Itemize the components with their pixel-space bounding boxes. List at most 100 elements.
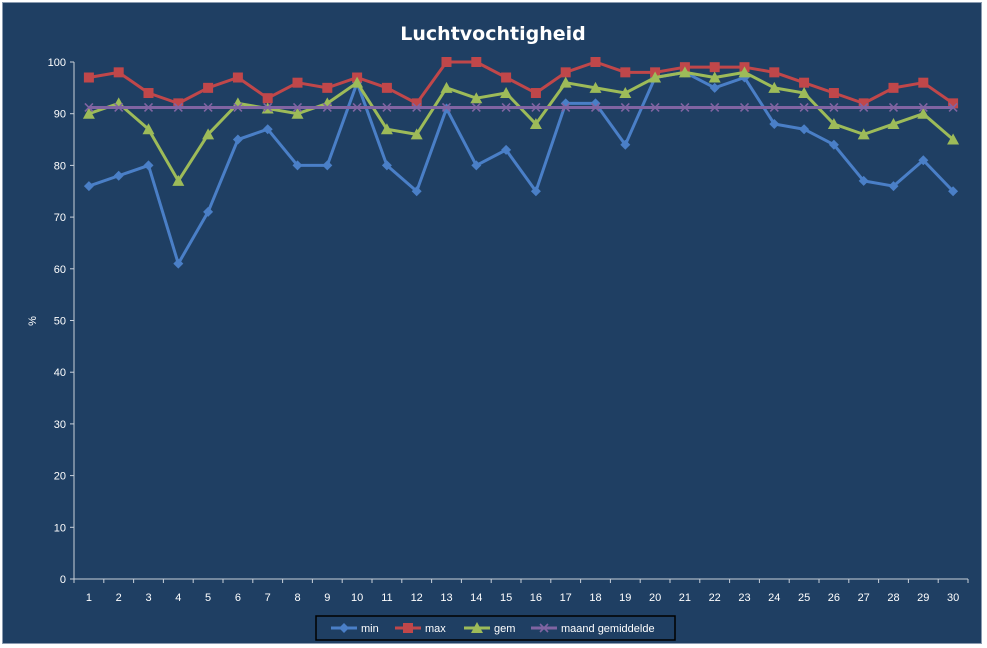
data-point-min [381,160,392,171]
y-tick-label: 0 [60,574,66,586]
data-point-gem [559,76,572,88]
data-point-gem [470,92,483,104]
data-point-maand-gemiddelde [143,102,154,113]
data-point-maand-gemiddelde [382,102,392,113]
data-point-min [173,258,184,269]
legend-item-min: min [331,623,379,635]
data-point-min [203,206,214,217]
data-point-gem [142,123,155,135]
data-point-gem [857,128,870,140]
data-point-maand-gemiddelde [739,102,750,113]
data-point-gem [172,174,185,186]
data-point-min [799,124,810,135]
data-point-maand-gemiddelde [829,102,839,113]
data-point-maand-gemiddelde [471,102,481,113]
data-point-maand-gemiddelde [233,102,243,113]
y-tick-label: 90 [54,109,66,121]
data-point-max [143,88,154,99]
data-point-min [828,139,839,150]
legend-marker-gem [471,622,483,633]
data-point-min [948,186,959,197]
y-tick-label: 100 [48,57,66,69]
data-point-gem [202,128,215,140]
data-point-maand-gemiddelde [322,102,332,113]
y-tick-label: 40 [54,367,66,379]
data-point-maand-gemiddelde [769,102,779,113]
legend: min max gem maand gemiddelde [315,615,676,641]
data-point-max [948,98,959,109]
data-point-min [262,124,273,135]
data-point-gem [440,81,453,93]
x-tick-label: 13 [440,592,452,604]
y-tick-label: 20 [54,471,66,483]
data-point-maand-gemiddelde [84,102,94,113]
data-point-max [560,67,571,78]
y-tick-label: 70 [54,212,66,224]
data-point-max [232,72,243,83]
legend-label-min: min [361,623,379,635]
data-point-maand-gemiddelde [799,102,809,113]
data-point-gem [827,118,840,130]
y-axis-label: % [27,316,39,326]
x-tick-label: 21 [679,592,691,604]
data-point-gem [291,107,304,119]
data-point-gem [500,87,513,99]
data-point-max [501,72,512,83]
data-point-maand-gemiddelde [948,102,958,113]
data-point-gem [380,123,393,135]
data-point-min [918,155,929,166]
x-tick-label: 30 [947,592,959,604]
x-tick-label: 4 [175,592,181,604]
data-point-min [471,160,482,171]
data-point-maand-gemiddelde [292,102,303,113]
data-point-max [411,98,422,109]
data-point-max [173,98,184,109]
x-tick-label: 17 [560,592,572,604]
humidity-line-chart: Luchtvochtigheid % 0 10 20 30 40 50 60 70 80 90 10… [27,23,969,641]
data-point-gem [82,107,95,119]
data-point-min [292,160,303,171]
data-point-min [709,82,720,93]
data-point-gem [798,87,811,99]
x-tick-label: 18 [589,592,601,604]
data-point-gem [619,87,632,99]
data-point-max [858,98,869,109]
data-point-maand-gemiddelde [680,102,690,113]
x-tick-label: 24 [768,592,780,604]
data-point-min [858,175,869,186]
data-point-maand-gemiddelde [531,102,541,113]
data-point-max [769,67,780,78]
x-tick-label: 23 [738,592,750,604]
legend-label-max: max [425,623,446,635]
data-point-min [83,181,94,192]
data-point-min [620,139,631,150]
data-point-gem [738,66,751,78]
data-point-max [113,67,124,78]
x-tick-label: 12 [411,592,423,604]
series-min [83,67,959,269]
data-point-min [888,181,899,192]
data-point-maand-gemiddelde [710,102,720,113]
x-tick-label: 3 [145,592,151,604]
x-tick-label: 16 [530,592,542,604]
data-point-min [143,160,154,171]
data-point-max [441,57,452,67]
x-tick-label: 8 [294,592,300,604]
y-tick-label: 10 [54,522,66,534]
data-point-max [381,82,392,93]
x-tick-label: 26 [828,592,840,604]
data-point-maand-gemiddelde [263,102,273,113]
data-point-maand-gemiddelde [561,102,571,113]
data-point-maand-gemiddelde [114,102,124,113]
data-point-maand-gemiddelde [501,102,511,113]
data-point-min [769,119,780,130]
data-point-maand-gemiddelde [203,102,213,113]
data-point-maand-gemiddelde [650,102,660,113]
legend-marker-max [403,623,413,633]
data-point-max [203,82,214,93]
x-tick-label: 29 [917,592,929,604]
data-point-max [530,88,541,99]
data-point-gem [678,66,691,78]
legend-item-gem: gem [464,622,515,635]
y-tick-label: 30 [54,419,66,431]
